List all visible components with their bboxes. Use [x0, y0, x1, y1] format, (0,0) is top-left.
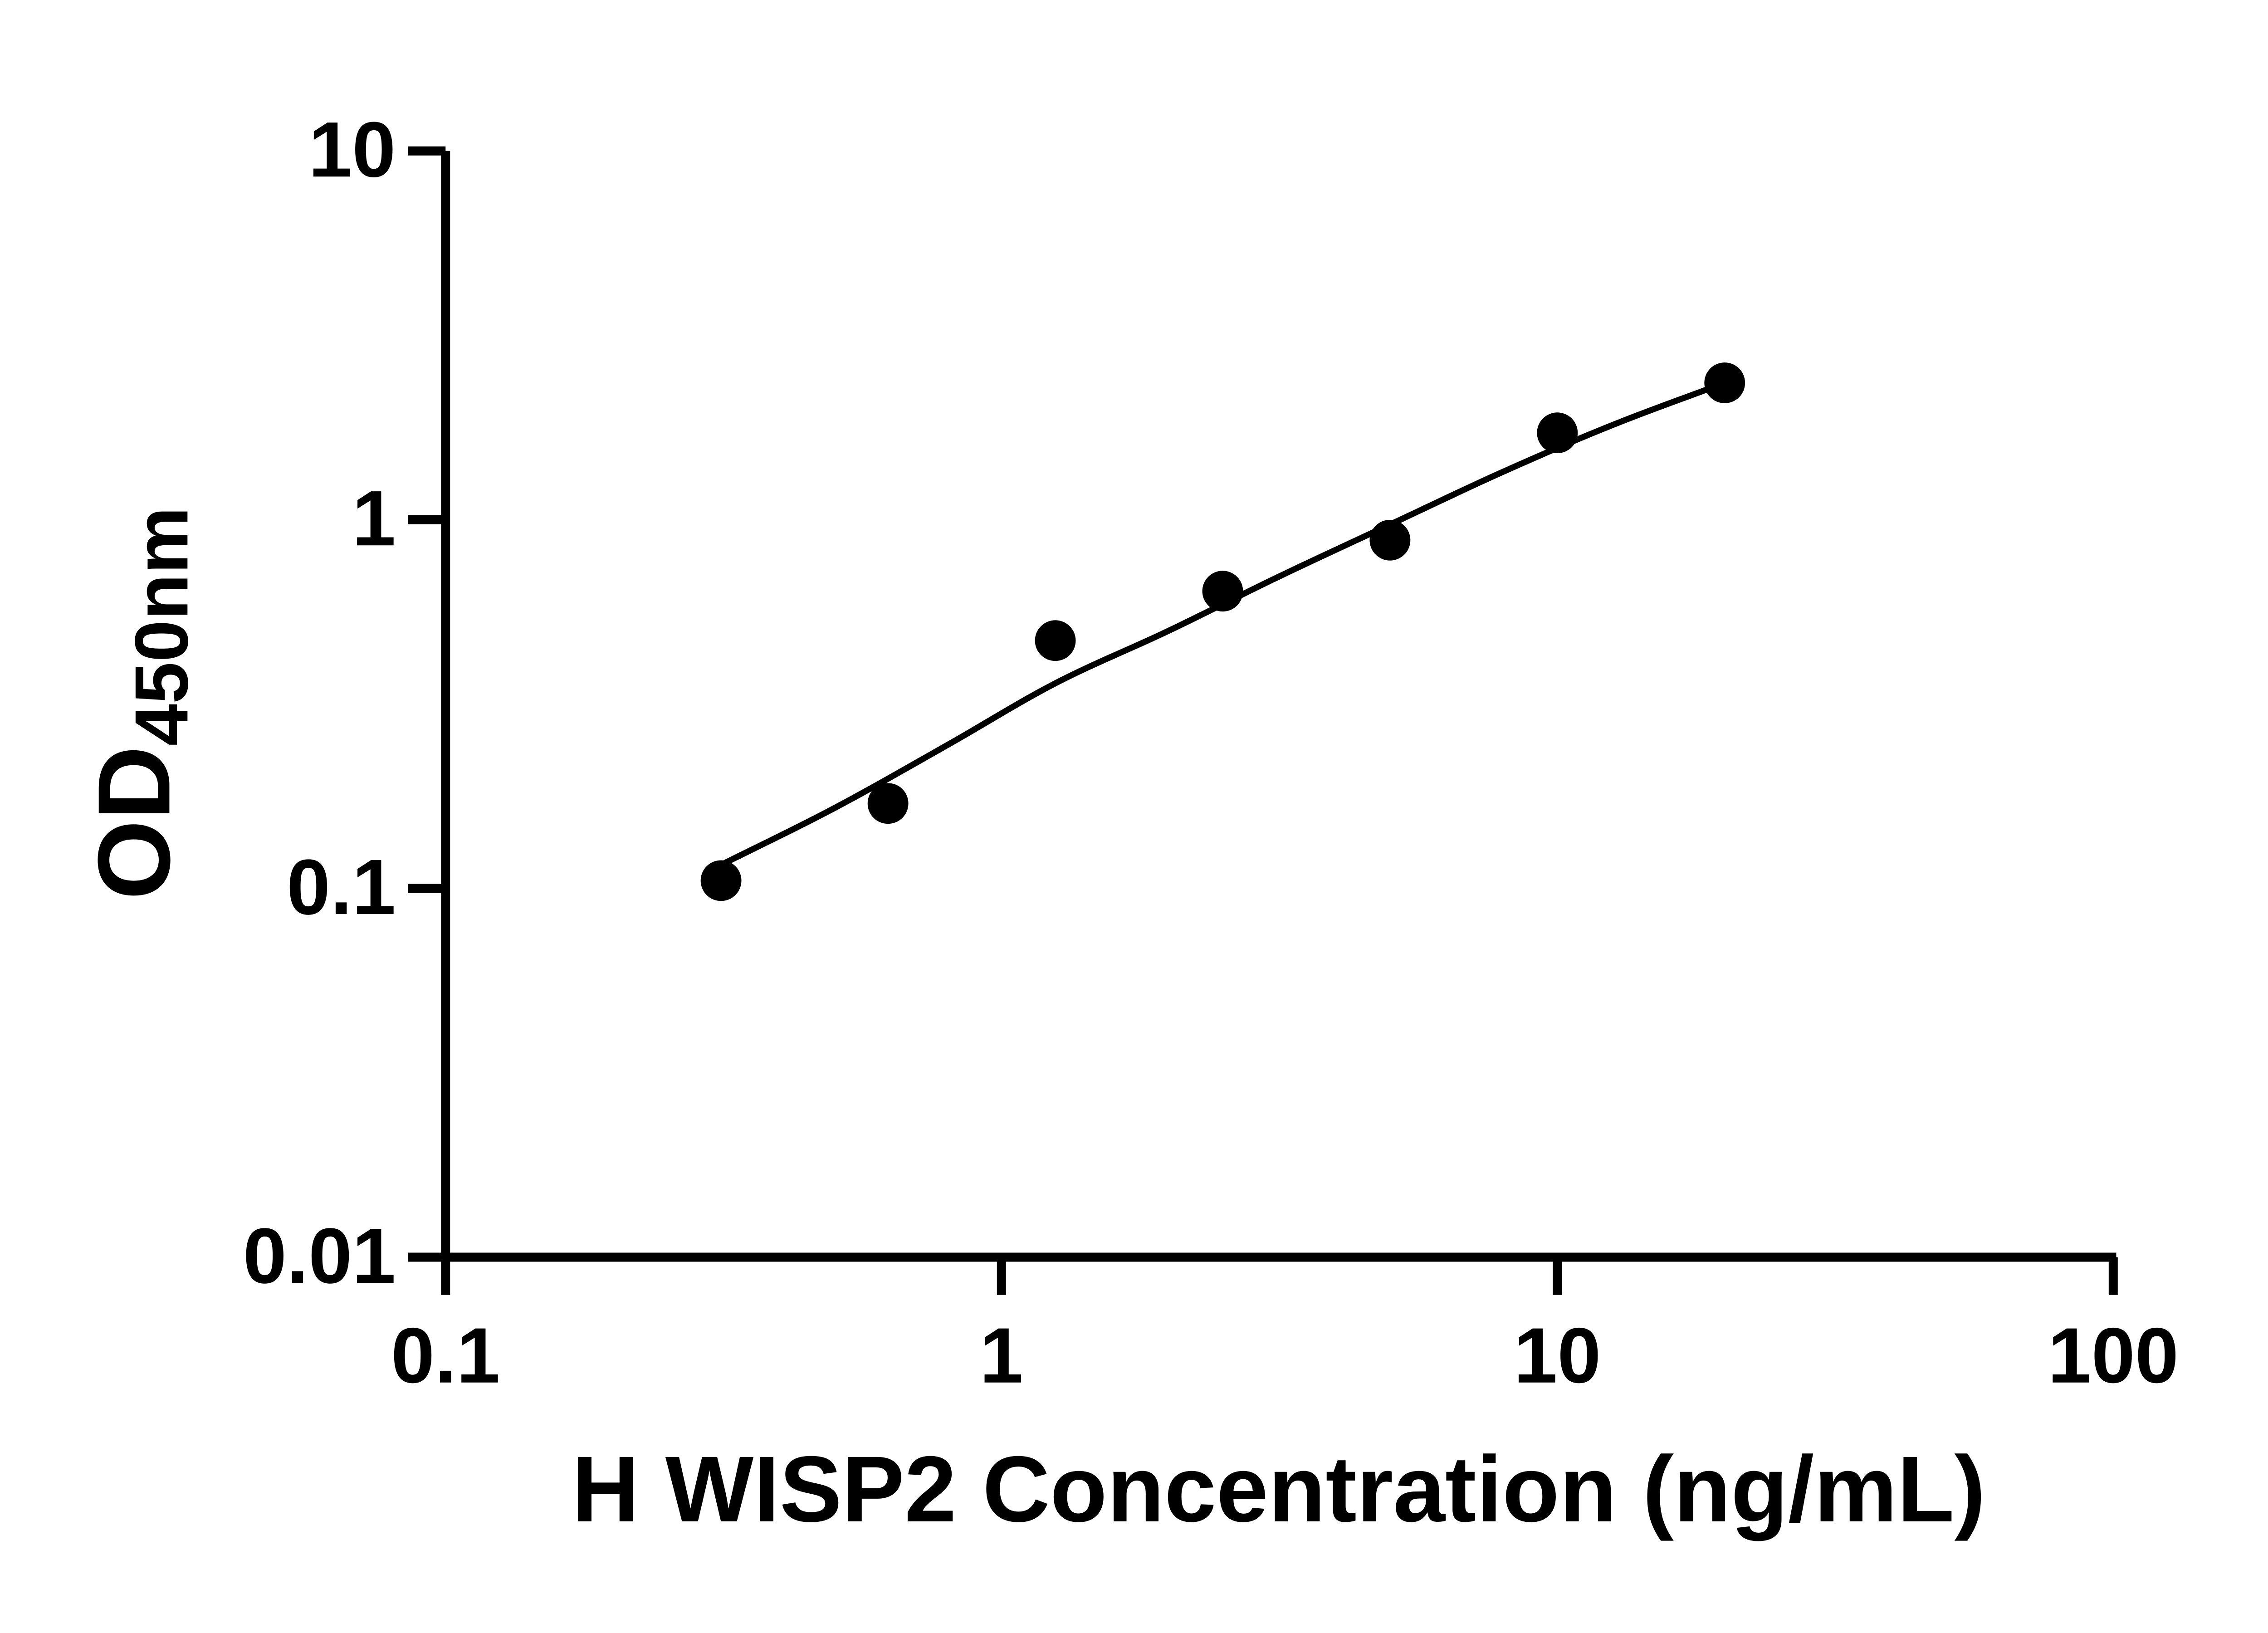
x-axis-tick-labels: 0.1 1 10 100 — [391, 1311, 2179, 1399]
x-tick-label: 100 — [2048, 1311, 2179, 1399]
x-tick-label: 10 — [1514, 1311, 1601, 1399]
fit-curve — [715, 380, 1728, 869]
data-point — [1537, 412, 1578, 454]
axis-lines — [441, 151, 2116, 1262]
data-point — [867, 783, 909, 824]
data-point — [1202, 571, 1243, 612]
data-points — [700, 362, 1745, 901]
x-tick-label: 0.1 — [391, 1311, 500, 1399]
y-axis-ticks — [408, 146, 446, 1262]
data-point — [1369, 519, 1411, 561]
plot-axes — [441, 151, 2116, 1262]
y-tick-label: 0.1 — [287, 843, 396, 931]
data-point — [700, 860, 742, 901]
y-axis-title: OD450nm — [76, 507, 204, 900]
data-point — [1035, 620, 1076, 661]
x-axis-ticks — [441, 1257, 2118, 1295]
y-axis-title-main: OD — [76, 746, 191, 900]
data-point — [1704, 362, 1745, 403]
y-tick-label: 0.01 — [243, 1212, 396, 1300]
y-axis-title-subscript: 450nm — [119, 507, 204, 746]
y-tick-label: 10 — [308, 105, 396, 193]
x-axis-title: H WISP2 Concentration (ng/mL) — [572, 1437, 1985, 1541]
y-tick-label: 1 — [352, 474, 396, 562]
y-axis-tick-labels: 0.01 0.1 1 10 — [243, 105, 396, 1300]
fit-curve-line — [715, 380, 1728, 869]
x-tick-label: 1 — [980, 1311, 1023, 1399]
